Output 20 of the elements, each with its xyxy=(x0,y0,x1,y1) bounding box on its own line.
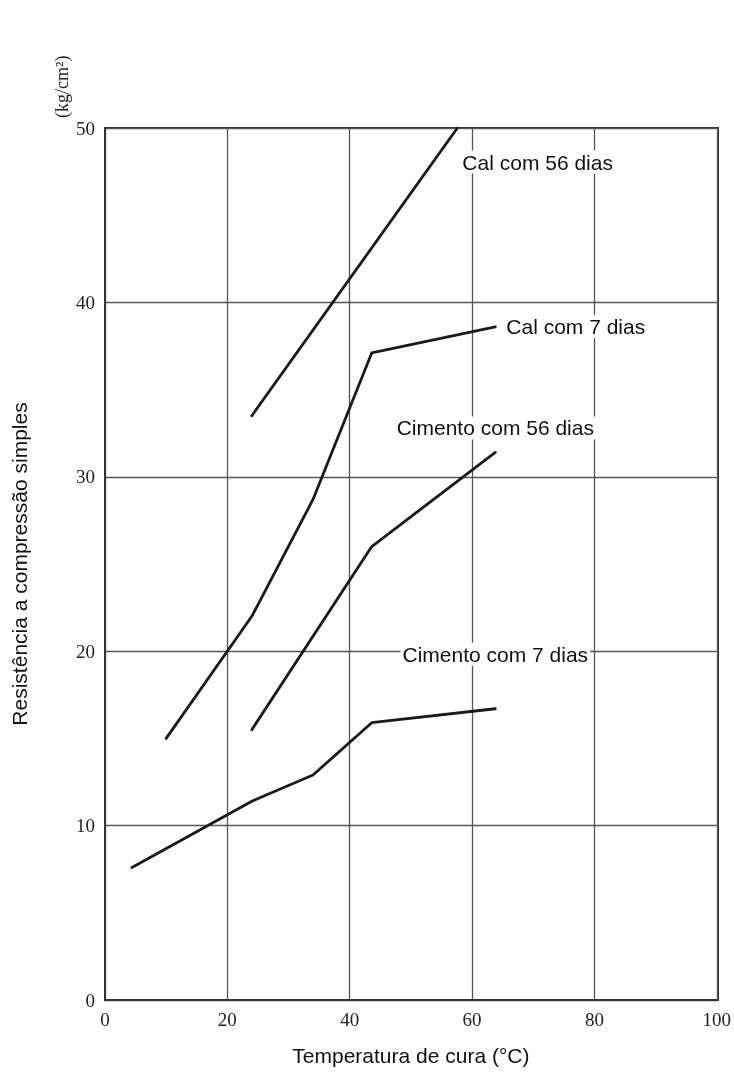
text: (kg/cm²) xyxy=(52,55,73,118)
y-tick-label: 50 xyxy=(76,117,95,139)
x-tick-label: 40 xyxy=(340,1009,360,1030)
y-tick-label: 0 xyxy=(85,989,95,1011)
x-axis-title: Temperatura de cura (°C) xyxy=(292,1044,530,1067)
series-label: Cimento com 56 dias xyxy=(396,416,594,440)
series-label: Cal com 56 dias xyxy=(462,150,613,174)
x-tick-label: 100 xyxy=(702,1009,731,1030)
y-tick-label: 10 xyxy=(76,815,95,837)
x-tick-label: 80 xyxy=(584,1009,604,1030)
x-tick-label: 60 xyxy=(462,1009,482,1030)
series-label: Cal com 7 dias xyxy=(506,315,646,339)
y-tick-label: 30 xyxy=(76,466,95,488)
x-tick-label: 0 xyxy=(100,1009,110,1030)
line-series xyxy=(130,707,497,869)
y-tick-label: 20 xyxy=(76,640,95,662)
text: Cimento com 7 dias xyxy=(402,642,589,666)
y-tick-label: 40 xyxy=(76,291,95,313)
y-axis-title: Resistência a compressão simples xyxy=(8,402,31,726)
x-tick-label: 20 xyxy=(217,1009,237,1030)
